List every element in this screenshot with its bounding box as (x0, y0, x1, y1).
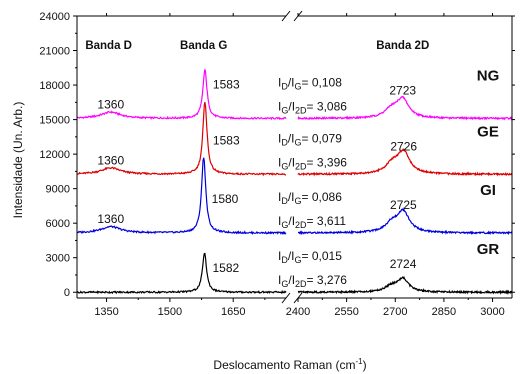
sample-label-gr: GR (477, 241, 500, 258)
band-label: Banda 2D (376, 40, 429, 52)
series-line-ng-left (76, 69, 287, 121)
y-tick-label: 12000 (39, 149, 70, 161)
x-tick-label: 2550 (334, 306, 358, 318)
series-line-gi-right (298, 207, 513, 236)
chart-labels: Banda D Banda G Banda 2D 1360 1583 2723 ID/IG=… (85, 40, 499, 289)
plot-frame (76, 10, 513, 304)
y-tick-label: 0 (64, 287, 70, 299)
ratio-g-2d: IG/I2D= 3,276 (278, 273, 347, 289)
peak-label: 1360 (97, 97, 124, 111)
x-tick-label: 2400 (286, 306, 310, 318)
peak-label: 1580 (212, 192, 239, 206)
axis-break-mark-top-0 (281, 10, 291, 22)
sample-label-ng: NG (477, 67, 500, 84)
x-tick-label: 1650 (221, 306, 245, 318)
x-tick-label: 3000 (480, 306, 504, 318)
peak-label: 2724 (390, 257, 417, 271)
series-line-ng-right (297, 95, 513, 121)
y-tick-label: 24000 (39, 11, 70, 23)
y-tick-label: 3000 (46, 253, 70, 265)
peak-label: 1582 (213, 261, 240, 275)
ratio-g-2d: IG/I2D= 3,611 (278, 214, 346, 230)
sample-label-ge: GE (477, 123, 499, 140)
peak-label: 2726 (390, 139, 417, 153)
peak-label: 1360 (97, 212, 124, 226)
axis-break-mark-bottom-0 (281, 292, 291, 304)
peak-label: 2723 (389, 83, 416, 97)
x-axis-title: Deslocamento Raman (cm-1) (213, 357, 366, 372)
peak-label: 1583 (213, 133, 240, 147)
x-tick-label: 1500 (158, 306, 182, 318)
series-line-gi-left (76, 157, 287, 235)
peak-label: 2725 (390, 198, 417, 212)
ratio-d-g: ID/IG= 0,108 (278, 75, 342, 91)
ratio-d-g: ID/IG= 0,079 (278, 131, 342, 147)
ratio-d-g: ID/IG= 0,086 (278, 190, 342, 206)
ratio-g-2d: IG/I2D= 3,086 (278, 99, 347, 115)
x-tick-label: 1350 (94, 306, 118, 318)
peak-label: 1583 (213, 77, 240, 91)
series-line-ge-right (297, 148, 513, 177)
x-tick-label: 2850 (432, 306, 456, 318)
y-axis-title: Intensidade (Un. Arb.) (11, 102, 25, 219)
band-label: Banda D (85, 40, 132, 52)
series-line-gr-left (76, 252, 287, 295)
series-curves (76, 69, 513, 296)
ratio-d-g: ID/IG= 0,015 (278, 249, 342, 265)
y-tick-label: 18000 (39, 80, 70, 92)
x-tick-label: 2700 (383, 306, 407, 318)
y-tick-label: 6000 (46, 218, 70, 230)
y-tick-label: 9000 (46, 184, 70, 196)
y-tick-label: 21000 (39, 46, 70, 58)
series-line-ge-left (76, 101, 286, 177)
series-line-gr-right (297, 276, 513, 296)
peak-label: 1360 (97, 153, 124, 167)
sample-label-gi: GI (480, 182, 496, 199)
axis-ticks: 0 3000 6000 9000 12000 15000 18000 21000 24000 13… (39, 11, 515, 318)
ratio-g-2d: IG/I2D= 3,396 (278, 155, 347, 171)
y-tick-label: 15000 (39, 115, 70, 127)
band-label: Banda G (180, 40, 227, 52)
